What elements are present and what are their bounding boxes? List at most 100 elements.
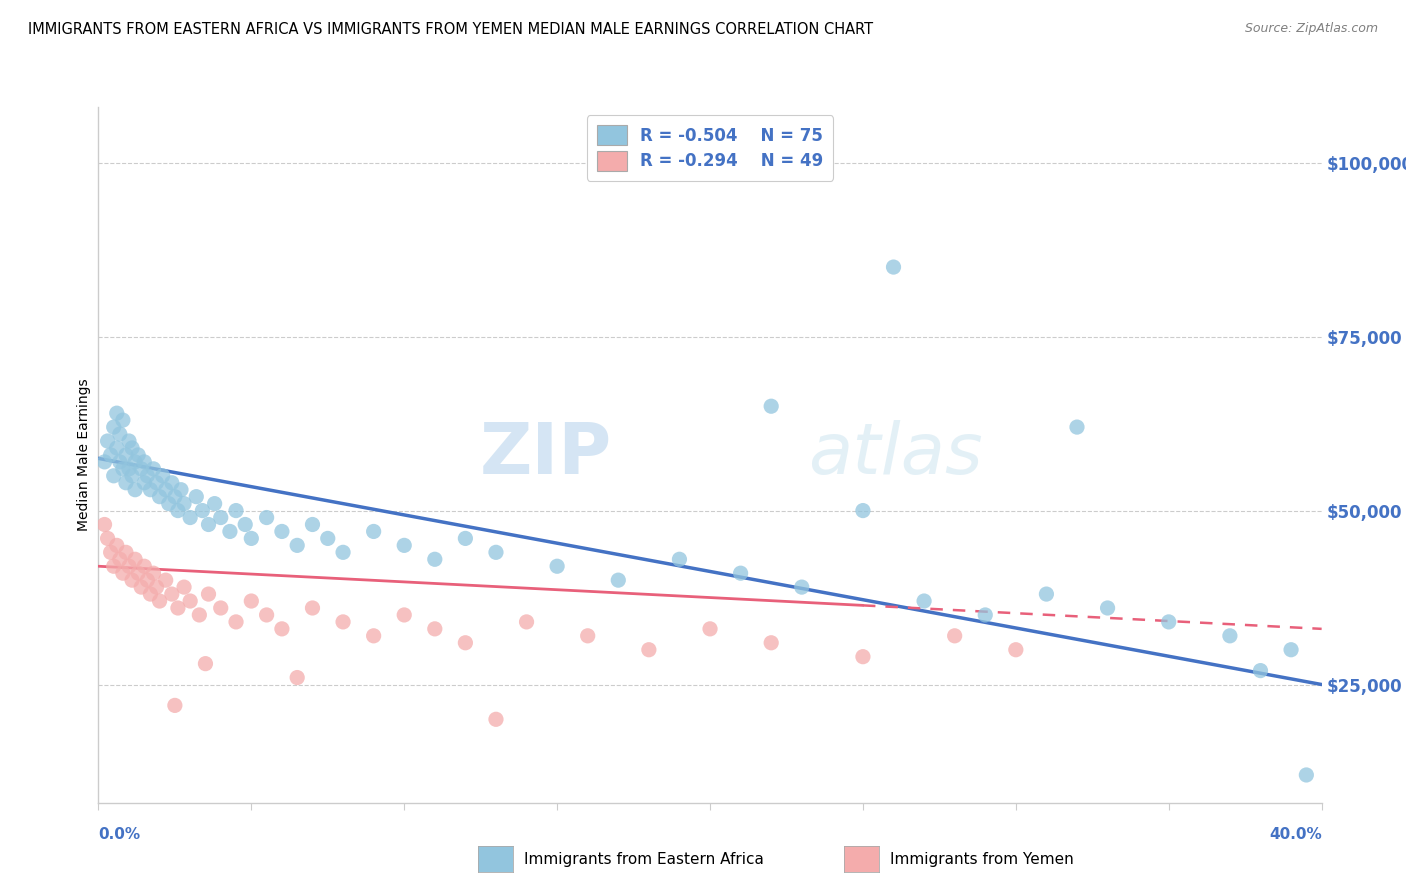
Point	[139, 483, 162, 497]
Point	[127, 566, 149, 581]
Point	[699, 622, 721, 636]
Point	[1279, 642, 1302, 657]
Point	[209, 510, 232, 524]
Point	[134, 559, 156, 574]
Point	[118, 462, 141, 476]
Point	[155, 483, 177, 497]
Point	[179, 510, 201, 524]
Point	[129, 580, 152, 594]
Point	[134, 475, 156, 490]
Point	[285, 538, 308, 552]
Point	[111, 413, 134, 427]
Point	[852, 503, 875, 517]
Point	[124, 552, 146, 566]
Point	[270, 622, 292, 636]
Point	[1035, 587, 1057, 601]
Point	[423, 622, 446, 636]
Point	[256, 607, 278, 622]
Point	[546, 559, 568, 574]
Text: Immigrants from Yemen: Immigrants from Yemen	[890, 853, 1074, 867]
Point	[943, 629, 966, 643]
Point	[240, 532, 263, 546]
Point	[240, 594, 263, 608]
Point	[363, 629, 385, 643]
Y-axis label: Median Male Earnings: Median Male Earnings	[77, 378, 91, 532]
Point	[191, 503, 214, 517]
Point	[145, 475, 167, 490]
Point	[485, 712, 508, 726]
Point	[100, 448, 122, 462]
Point	[152, 468, 174, 483]
Point	[97, 532, 120, 546]
Point	[163, 490, 186, 504]
Point	[93, 455, 115, 469]
Point	[149, 490, 172, 504]
Point	[233, 517, 256, 532]
Point	[197, 517, 219, 532]
Point	[136, 573, 159, 587]
Point	[105, 406, 128, 420]
Point	[974, 607, 997, 622]
Point	[100, 545, 122, 559]
Point	[285, 671, 308, 685]
Point	[637, 642, 661, 657]
Point	[332, 545, 354, 559]
Point	[160, 475, 183, 490]
Point	[516, 615, 538, 629]
Point	[155, 573, 177, 587]
Text: Immigrants from Eastern Africa: Immigrants from Eastern Africa	[524, 853, 765, 867]
Point	[105, 441, 128, 455]
Point	[129, 462, 152, 476]
Text: IMMIGRANTS FROM EASTERN AFRICA VS IMMIGRANTS FROM YEMEN MEDIAN MALE EARNINGS COR: IMMIGRANTS FROM EASTERN AFRICA VS IMMIGR…	[28, 22, 873, 37]
Point	[607, 573, 630, 587]
Point	[270, 524, 292, 539]
Point	[485, 545, 508, 559]
Point	[103, 559, 125, 574]
Point	[134, 455, 156, 469]
Point	[194, 657, 217, 671]
Point	[363, 524, 385, 539]
Point	[1249, 664, 1271, 678]
Point	[124, 483, 146, 497]
Text: 40.0%: 40.0%	[1268, 827, 1322, 841]
Point	[423, 552, 446, 566]
Point	[790, 580, 813, 594]
Point	[103, 420, 125, 434]
Point	[118, 559, 141, 574]
Point	[167, 601, 190, 615]
Point	[173, 580, 195, 594]
Point	[316, 532, 339, 546]
Point	[730, 566, 752, 581]
Point	[204, 497, 226, 511]
Point	[179, 594, 201, 608]
Point	[1066, 420, 1088, 434]
Point	[139, 587, 162, 601]
Point	[170, 483, 193, 497]
Point	[121, 441, 143, 455]
Point	[188, 607, 211, 622]
Point	[219, 524, 242, 539]
Point	[118, 434, 141, 448]
Point	[108, 427, 131, 442]
Point	[1295, 768, 1317, 782]
Point	[121, 573, 143, 587]
Point	[163, 698, 186, 713]
Point	[912, 594, 935, 608]
Point	[256, 510, 278, 524]
Point	[111, 462, 134, 476]
Point	[97, 434, 120, 448]
Point	[121, 468, 143, 483]
Point	[225, 503, 247, 517]
Point	[197, 587, 219, 601]
Point	[301, 601, 323, 615]
Point	[759, 399, 782, 413]
Point	[668, 552, 690, 566]
Point	[145, 580, 167, 594]
Point	[93, 517, 115, 532]
Point	[301, 517, 323, 532]
Point	[142, 566, 165, 581]
Point	[136, 468, 159, 483]
Point	[852, 649, 875, 664]
Point	[1219, 629, 1241, 643]
Point	[115, 475, 138, 490]
